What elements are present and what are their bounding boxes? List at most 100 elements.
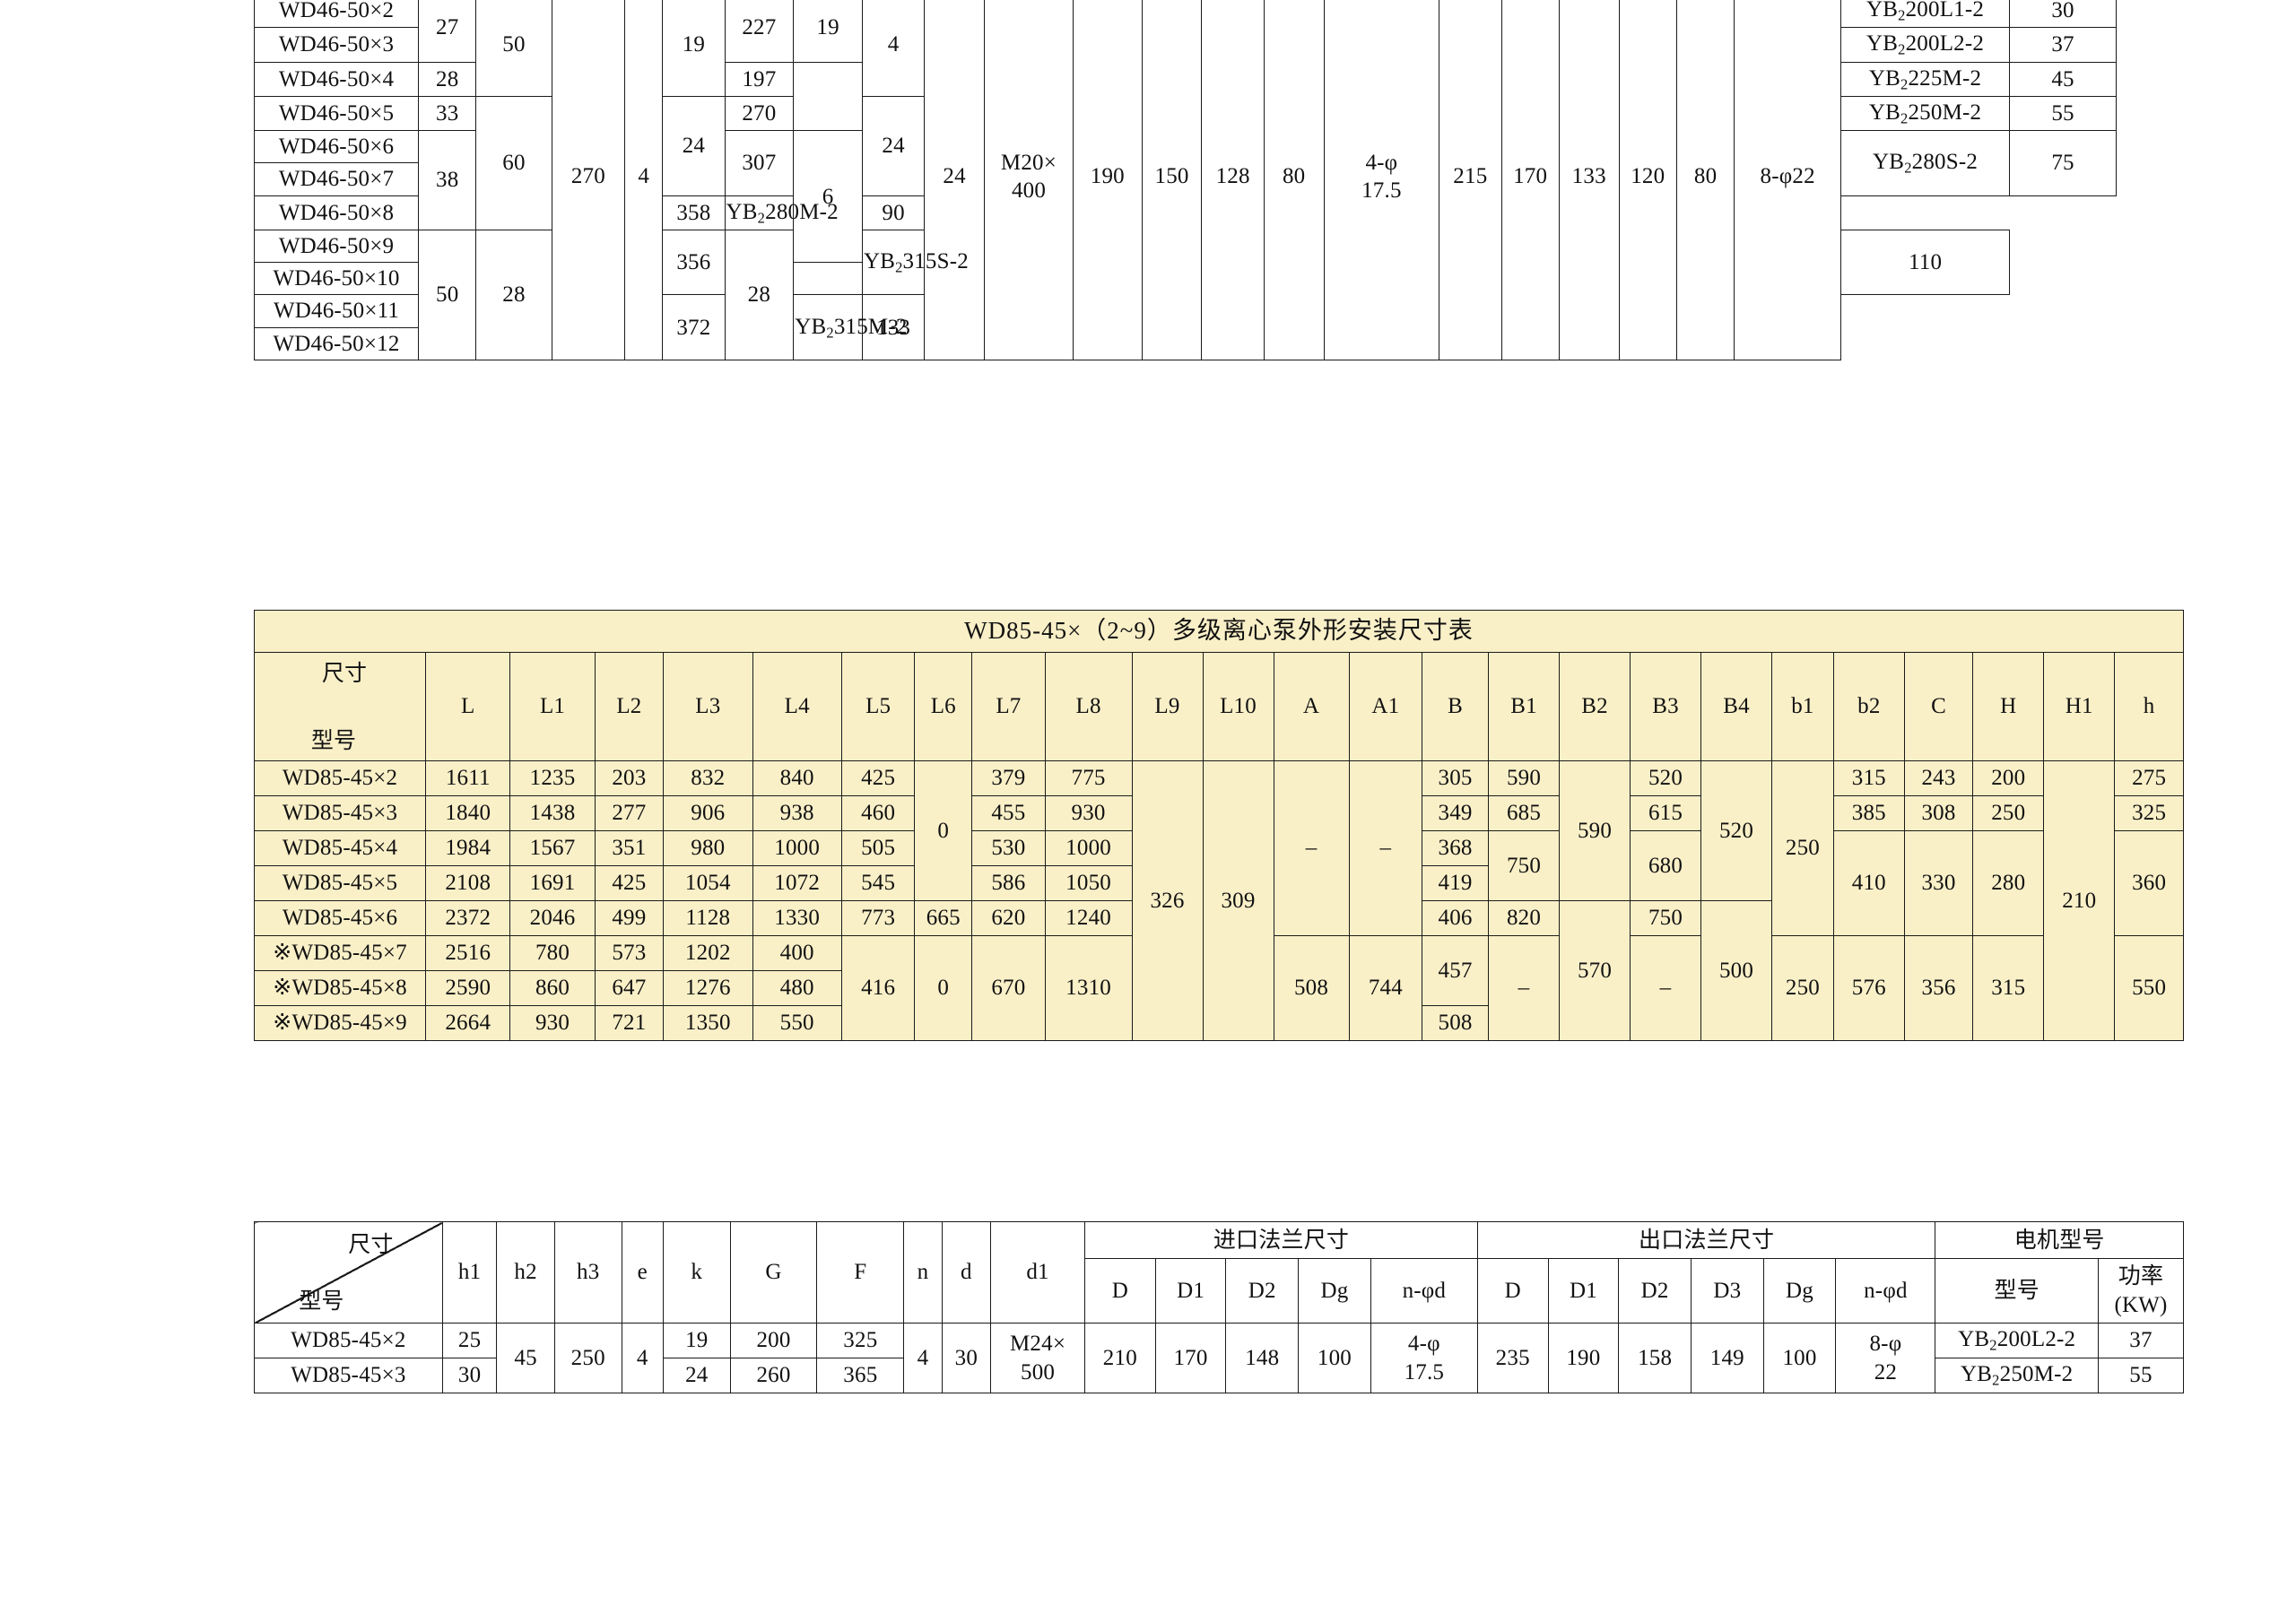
- value-cell-outlet-D1: 190: [1547, 1323, 1620, 1393]
- model-cell: WD85-45×2: [253, 760, 427, 796]
- value-cell: 50: [418, 229, 477, 360]
- value-cell-L2: 425: [594, 865, 665, 901]
- d1-line-2: 500: [1021, 1359, 1056, 1384]
- value-cell-B: 305: [1422, 760, 1490, 796]
- value-cell: 19: [662, 0, 726, 97]
- motor-model-cell: YB2200L2-2: [1935, 1323, 2099, 1358]
- model-cell: WD46-50×3: [253, 27, 420, 63]
- column-header-B: B: [1422, 652, 1490, 761]
- value-cell: 28: [418, 61, 477, 97]
- value-cell-L9: 326: [1131, 760, 1204, 1041]
- value-cell-B: 419: [1422, 865, 1490, 901]
- column-header-outlet-nphid: n-φd: [1835, 1258, 1936, 1324]
- column-header-A: A: [1273, 652, 1350, 761]
- value-cell: 197: [724, 61, 795, 97]
- column-header-h2: h2: [496, 1221, 555, 1324]
- value-cell-H: 280: [1972, 830, 2045, 936]
- value-cell-h: 550: [2114, 935, 2184, 1041]
- table-row: WD46-50×11 372 YB2315M-2 133: [253, 294, 2117, 360]
- model-cell: WD85-45×3: [254, 1358, 443, 1393]
- motor-power-cell: 133: [861, 294, 926, 360]
- value-cell-B: 508: [1422, 1005, 1490, 1041]
- value-cell-inlet-Dg: 100: [1298, 1323, 1371, 1393]
- model-cell: ※WD85-45×7: [253, 935, 427, 971]
- motor-power-cell: 45: [2009, 61, 2117, 97]
- model-cell: WD85-45×4: [253, 830, 427, 866]
- table-row: WD85-45×3 1840 1438 277 906 938 460 455 …: [253, 795, 2184, 831]
- table-row: WD46-50×7: [253, 162, 2117, 196]
- value-cell-L1: 860: [509, 970, 596, 1006]
- motor-power-cell: 55: [2009, 95, 2117, 132]
- value-cell: 24: [924, 0, 986, 360]
- table-row: WD46-50×6 38 307 6 YB2280S-2 75: [253, 130, 2117, 264]
- value-cell-h1: 25: [441, 1323, 498, 1358]
- column-header-outlet-Dg: Dg: [1762, 1258, 1837, 1324]
- column-header-L2: L2: [594, 652, 665, 761]
- motor-power-cell: 75: [2009, 130, 2117, 196]
- value-cell: 4: [861, 0, 926, 97]
- value-cell: 28: [475, 229, 552, 360]
- value-cell: 170: [1500, 0, 1560, 360]
- value-cell: 270: [724, 95, 795, 132]
- value-cell: 358: [662, 195, 726, 230]
- motor-power-line-1: 功率: [2118, 1264, 2164, 1289]
- corner-label-dimension: 尺寸: [348, 1233, 394, 1257]
- column-header-h: h: [2114, 652, 2184, 761]
- value-cell-L: 1984: [425, 830, 511, 866]
- value-cell: 19: [793, 0, 863, 63]
- value-cell-L4: 840: [752, 760, 842, 796]
- value-cell-L1: 1438: [509, 795, 596, 831]
- column-header-outlet-D2: D2: [1618, 1258, 1692, 1324]
- column-header-inlet-D2: D2: [1225, 1258, 1300, 1324]
- value-cell: 8-φ22: [1734, 0, 1842, 360]
- motor-model-cell: YB2200L1-2: [1840, 0, 2011, 29]
- value-cell-L3: 906: [663, 795, 753, 831]
- value-cell-L7: 586: [971, 865, 1046, 901]
- column-header-d1: d1: [990, 1221, 1086, 1324]
- value-cell-L5: 425: [840, 760, 916, 796]
- column-header-inlet-D1: D1: [1154, 1258, 1227, 1324]
- value-cell-L2: 351: [594, 830, 665, 866]
- value-cell: 356: [662, 229, 726, 296]
- table-wd85-flange-motor: 尺寸 型号 h1 h2 h3 e k G F n d d1 进口法兰尺寸 出口法…: [254, 1220, 2184, 1393]
- value-cell-B2: 570: [1559, 900, 1631, 1041]
- table-row: WD85-45×6 2372 2046 499 1128 1330 773 66…: [253, 900, 2184, 1041]
- value-cell-L3: 1128: [663, 900, 753, 936]
- outlet-bolt-line-2: 22: [1874, 1359, 1898, 1384]
- value-cell-L4: 480: [752, 970, 842, 1006]
- value-cell-h: 360: [2114, 830, 2184, 936]
- value-cell-inlet-D: 210: [1084, 1323, 1156, 1393]
- table-row: WD46-50×10: [253, 262, 2117, 296]
- column-header-L8: L8: [1044, 652, 1133, 761]
- column-header-e: e: [621, 1221, 664, 1324]
- value-cell-F: 325: [816, 1323, 905, 1358]
- column-header-H1: H1: [2043, 652, 2116, 761]
- table-row: WD85-45×4 1984 1567 351 980 1000 505 530…: [253, 830, 2184, 936]
- value-cell-L4: 400: [752, 935, 842, 971]
- bolt-line-1: 4-φ: [1365, 150, 1398, 175]
- model-cell: WD85-45×6: [253, 900, 427, 936]
- header-corner-cell: 尺寸 型号: [253, 652, 427, 761]
- value-cell: 27: [418, 0, 477, 63]
- value-cell-B: 349: [1422, 795, 1490, 831]
- table-row: WD85-45×3 30 24 260 365 YB2250M-2 55: [254, 1358, 2184, 1393]
- column-header-k: k: [662, 1221, 731, 1324]
- value-cell-L: 2664: [425, 1005, 511, 1041]
- motor-model-cell: YB2280S-2: [1840, 130, 2011, 196]
- column-header-L4: L4: [752, 652, 842, 761]
- model-cell: ※WD85-45×8: [253, 970, 427, 1006]
- model-cell: WD46-50×12: [253, 326, 420, 360]
- value-cell-L: 2516: [425, 935, 511, 971]
- value-cell: 227: [724, 0, 795, 63]
- value-cell-L10: 309: [1202, 760, 1274, 1041]
- value-cell-B4: 520: [1700, 760, 1773, 901]
- table-row: WD46-50×5 33 60 24 270 24 YB2250M-2 55: [253, 95, 2117, 230]
- column-header-L10: L10: [1202, 652, 1274, 761]
- table-row: WD46-50×4 28 197 YB2225M-2 45: [253, 61, 2117, 132]
- motor-model-cell: YB2280M-2: [724, 195, 839, 230]
- value-cell-L3: 832: [663, 760, 753, 796]
- table-group-header-row: 尺寸 型号 h1 h2 h3 e k G F n d d1 进口法兰尺寸 出口法…: [254, 1220, 2184, 1324]
- value-cell-B3: 615: [1630, 795, 1702, 831]
- value-cell-B: 368: [1422, 830, 1490, 866]
